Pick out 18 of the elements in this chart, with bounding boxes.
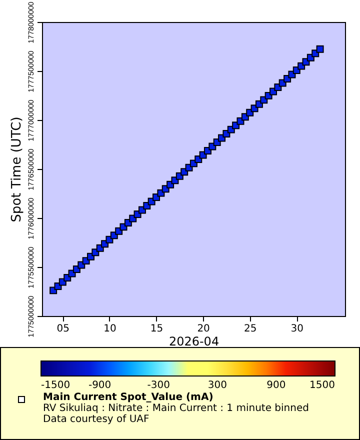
color-bar-label: -1500 [41, 380, 70, 391]
y-axis-title: Spot Time (UTC) [10, 116, 24, 222]
x-tick-label: 05 [56, 324, 70, 334]
color-bar-label: -900 [88, 380, 112, 391]
color-bar-title: Main Current Spot_Value (mA) [43, 392, 214, 403]
x-tick-label: 20 [197, 324, 210, 334]
color-bar-label: 300 [208, 380, 227, 391]
text: Data courtesy of UAF [43, 414, 150, 425]
x-tick-label: 15 [150, 324, 164, 334]
point [316, 45, 324, 53]
x-axis-title: 2026-04 [168, 334, 220, 348]
color-bar-label: 1500 [310, 380, 335, 391]
x-tick-label: 25 [244, 324, 257, 334]
x-tick-label: 10 [104, 324, 116, 334]
text: RV Sikuliaq : Nitrate : Main Current : 1 minute binned [43, 403, 310, 414]
x-tick-label: 30 [290, 324, 304, 334]
color-bar-label: -300 [147, 380, 170, 391]
color-bar-label: 900 [266, 380, 286, 391]
